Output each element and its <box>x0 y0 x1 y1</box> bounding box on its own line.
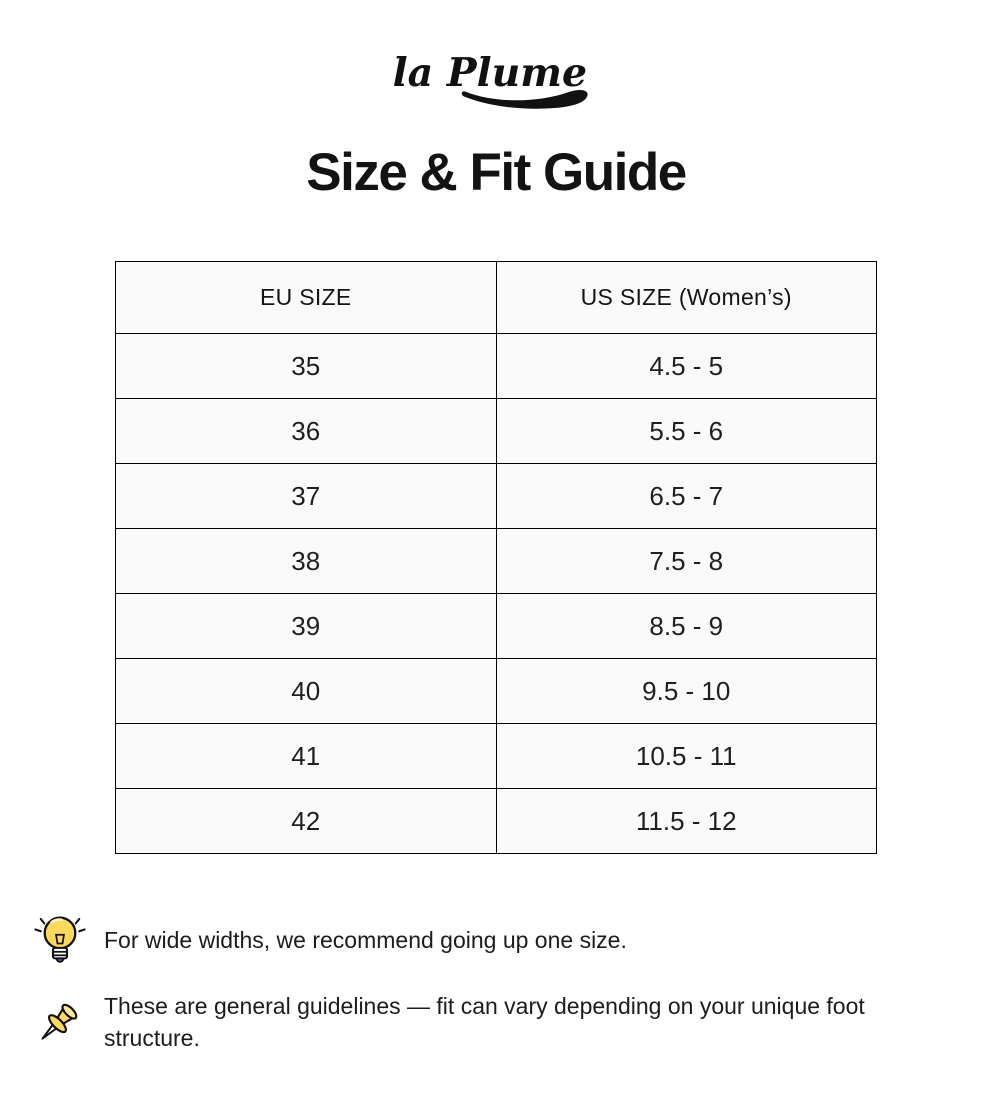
table-cell: 41 <box>115 723 497 789</box>
note-text-wide-widths: For wide widths, we recommend going up o… <box>104 927 627 953</box>
table-cell: 40 <box>115 658 497 724</box>
table-row: 42 11.5 - 12 <box>115 788 877 854</box>
table-cell: 10.5 - 11 <box>495 723 877 789</box>
table-cell: 36 <box>115 398 497 464</box>
table-cell: 4.5 - 5 <box>495 333 877 399</box>
note-text-general-guidelines: These are general guidelines — fit can v… <box>104 993 865 1051</box>
note-wide-widths: For wide widths, we recommend going up o… <box>30 908 992 972</box>
table-cell: 8.5 - 9 <box>495 593 877 659</box>
table-row: 36 5.5 - 6 <box>115 398 877 464</box>
table-cell: 39 <box>115 593 497 659</box>
col-header-us-size: US SIZE (Women’s) <box>495 261 877 334</box>
brand-header: la Plume Size & Fit Guide <box>0 0 992 201</box>
la-plume-logo-icon: la Plume <box>393 50 588 109</box>
notes-section: For wide widths, we recommend going up o… <box>30 908 992 1054</box>
table-cell: 9.5 - 10 <box>495 658 877 724</box>
table-cell: 5.5 - 6 <box>495 398 877 464</box>
lightbulb-icon <box>30 908 90 972</box>
table-cell: 11.5 - 12 <box>495 788 877 854</box>
table-cell: 35 <box>115 333 497 399</box>
note-general-guidelines: These are general guidelines — fit can v… <box>30 990 992 1054</box>
table-row: 35 4.5 - 5 <box>115 333 877 399</box>
size-table: EU SIZE US SIZE (Women’s) 35 4.5 - 5 36 5.5… <box>115 261 877 854</box>
table-cell: 37 <box>115 463 497 529</box>
logo-swoosh <box>461 89 588 109</box>
page-title: Size & Fit Guide <box>306 143 687 202</box>
pushpin-icon <box>30 991 90 1053</box>
table-cell: 7.5 - 8 <box>495 528 877 594</box>
table-row: 39 8.5 - 9 <box>115 593 877 659</box>
table-row: 37 6.5 - 7 <box>115 463 877 529</box>
table-row: 40 9.5 - 10 <box>115 658 877 724</box>
logo-text: la Plume <box>393 50 587 96</box>
size-table-body: 35 4.5 - 5 36 5.5 - 6 37 6.5 - 7 38 7.5 - 8 39 8.… <box>115 333 877 854</box>
brand-logo: la Plume <box>387 36 605 114</box>
table-row: 38 7.5 - 8 <box>115 528 877 594</box>
size-table-head: EU SIZE US SIZE (Women’s) <box>115 261 877 334</box>
table-cell: 6.5 - 7 <box>495 463 877 529</box>
header-row: EU SIZE US SIZE (Women’s) <box>115 261 877 334</box>
table-cell: 38 <box>115 528 497 594</box>
table-cell: 42 <box>115 788 497 854</box>
table-row: 41 10.5 - 11 <box>115 723 877 789</box>
col-header-eu-size: EU SIZE <box>115 261 497 334</box>
